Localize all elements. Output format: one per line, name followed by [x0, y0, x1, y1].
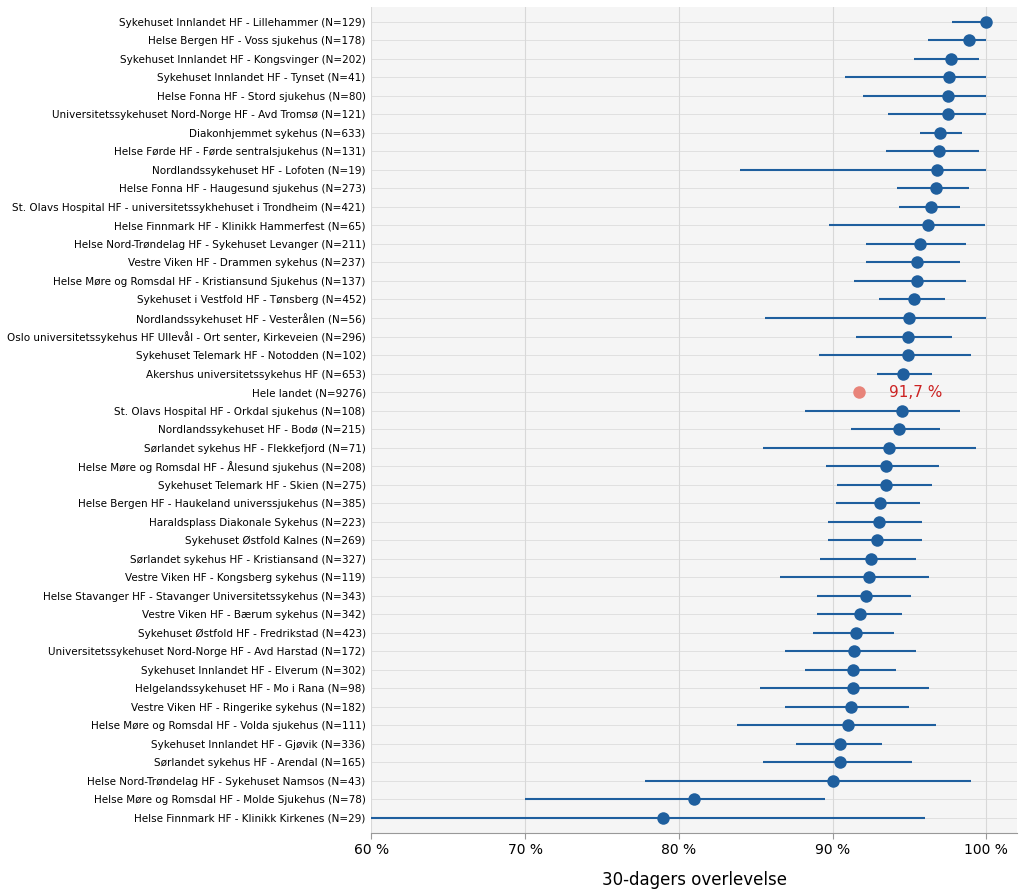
X-axis label: 30-dagers overlevelse: 30-dagers overlevelse	[602, 871, 786, 889]
Text: 91,7 %: 91,7 %	[890, 384, 943, 400]
